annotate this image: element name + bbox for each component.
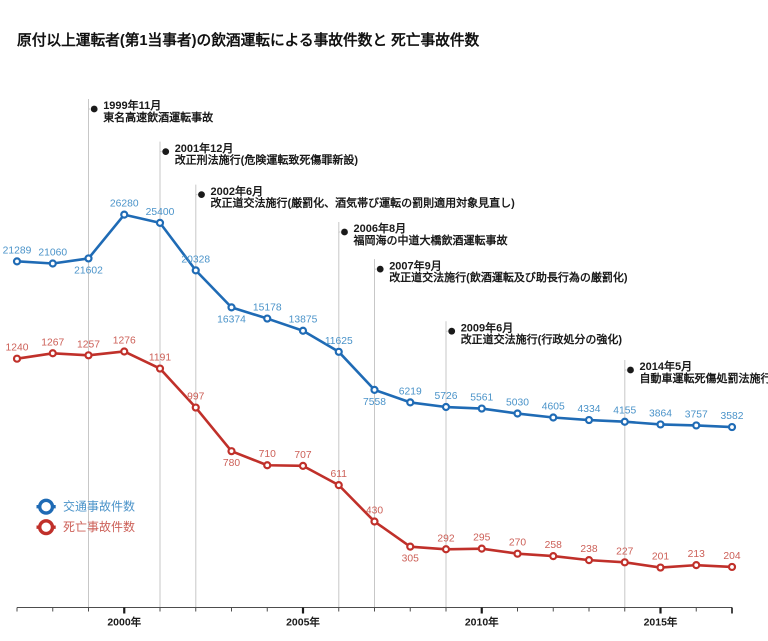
- svg-text:死亡事故件数: 死亡事故件数: [63, 519, 135, 534]
- svg-text:2006年8月: 2006年8月: [354, 221, 407, 235]
- svg-text:1240: 1240: [6, 343, 29, 354]
- svg-text:5726: 5726: [435, 391, 458, 402]
- svg-text:自動車運転死傷処罰法施行: 自動車運転死傷処罰法施行: [640, 371, 768, 385]
- svg-text:13875: 13875: [289, 315, 318, 326]
- svg-text:227: 227: [616, 546, 633, 557]
- svg-text:2000年: 2000年: [107, 616, 141, 629]
- svg-text:2005年: 2005年: [286, 616, 320, 629]
- svg-text:11625: 11625: [325, 336, 353, 347]
- svg-text:2015年: 2015年: [644, 616, 678, 629]
- svg-text:1267: 1267: [41, 337, 64, 348]
- svg-text:改正道交法施行(行政処分の強化): 改正道交法施行(行政処分の強化): [461, 332, 623, 346]
- svg-text:430: 430: [366, 506, 383, 517]
- svg-text:213: 213: [688, 549, 705, 560]
- svg-text:2014年5月: 2014年5月: [640, 359, 693, 373]
- svg-text:2009年6月: 2009年6月: [461, 320, 514, 334]
- svg-text:改正道交法施行(厳罰化、酒気帯び運転の罰則適用対象見直し): 改正道交法施行(厳罰化、酒気帯び運転の罰則適用対象見直し): [211, 195, 516, 209]
- svg-text:東名高速飲酒運転事故: 東名高速飲酒運転事故: [103, 110, 214, 124]
- svg-text:16374: 16374: [217, 314, 246, 325]
- svg-text:611: 611: [331, 469, 348, 480]
- svg-text:204: 204: [723, 551, 740, 562]
- svg-text:2010年: 2010年: [465, 616, 499, 629]
- svg-text:2002年6月: 2002年6月: [211, 184, 264, 198]
- svg-text:7558: 7558: [363, 397, 386, 408]
- svg-text:3757: 3757: [685, 409, 708, 420]
- svg-text:5030: 5030: [506, 398, 529, 409]
- svg-text:26280: 26280: [110, 199, 139, 210]
- svg-text:福岡海の中道大橋飲酒運転事故: 福岡海の中道大橋飲酒運転事故: [353, 233, 509, 247]
- svg-text:2007年9月: 2007年9月: [389, 258, 442, 272]
- svg-text:292: 292: [437, 533, 454, 544]
- svg-text:710: 710: [259, 449, 276, 460]
- svg-text:4334: 4334: [578, 404, 601, 415]
- svg-text:707: 707: [294, 450, 311, 461]
- svg-text:15178: 15178: [253, 303, 282, 314]
- svg-text:305: 305: [402, 554, 419, 565]
- svg-text:1257: 1257: [77, 339, 100, 350]
- svg-text:交通事故件数: 交通事故件数: [63, 499, 135, 514]
- svg-text:5561: 5561: [470, 393, 493, 404]
- svg-text:780: 780: [223, 458, 240, 469]
- svg-text:1276: 1276: [113, 335, 136, 346]
- svg-text:270: 270: [509, 538, 526, 549]
- svg-text:4155: 4155: [613, 406, 636, 417]
- svg-text:3864: 3864: [649, 408, 672, 419]
- svg-text:21289: 21289: [3, 245, 32, 256]
- svg-text:改正道交法施行(飲酒運転及び助長行為の厳罰化): 改正道交法施行(飲酒運転及び助長行為の厳罰化): [389, 270, 628, 284]
- svg-text:21060: 21060: [38, 247, 67, 258]
- svg-text:21602: 21602: [74, 265, 103, 276]
- svg-text:258: 258: [545, 540, 562, 551]
- svg-text:2001年12月: 2001年12月: [175, 141, 234, 155]
- svg-text:997: 997: [187, 392, 204, 403]
- svg-text:改正刑法施行(危険運転致死傷罪新設): 改正刑法施行(危険運転致死傷罪新設): [175, 152, 359, 166]
- svg-text:4605: 4605: [542, 402, 565, 413]
- svg-text:238: 238: [580, 544, 597, 555]
- svg-text:20328: 20328: [181, 254, 210, 265]
- svg-text:3582: 3582: [721, 411, 744, 422]
- svg-text:1999年11月: 1999年11月: [103, 98, 161, 112]
- svg-text:295: 295: [473, 533, 490, 544]
- svg-text:201: 201: [652, 552, 669, 563]
- svg-text:25400: 25400: [146, 207, 175, 218]
- svg-text:1191: 1191: [149, 353, 171, 364]
- svg-text:6219: 6219: [399, 386, 422, 397]
